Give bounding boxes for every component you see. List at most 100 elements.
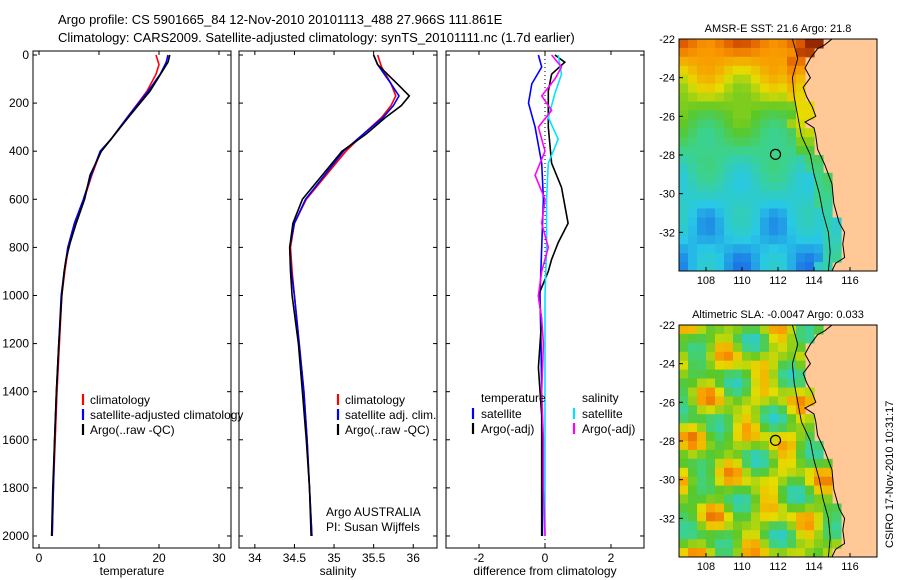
field-cell (760, 155, 770, 165)
field-cell (751, 253, 761, 263)
field-cell (778, 56, 788, 67)
field-cell (778, 369, 788, 380)
annotation-pi: PI: Susan Wijffels (326, 520, 420, 534)
field-cell (733, 530, 743, 540)
field-cell (751, 521, 761, 531)
field-cell (796, 92, 806, 102)
field-cell (679, 512, 689, 522)
field-cell (742, 128, 752, 138)
field-cell (715, 378, 725, 388)
field-cell (715, 503, 725, 513)
map-title: Altimetric SLA: -0.0047 Argo: 0.033 (692, 309, 864, 321)
field-cell (787, 217, 797, 227)
field-cell (805, 476, 815, 487)
field-cell (787, 414, 797, 424)
field-cell (787, 83, 797, 94)
legend-label: Argo(..raw -QC) (345, 423, 430, 437)
field-cell (724, 378, 734, 388)
plot-frame (238, 50, 438, 549)
field-cell (814, 208, 824, 218)
field-cell (715, 65, 725, 76)
y-tick-label: -26 (659, 397, 675, 409)
field-cell (778, 137, 788, 147)
field-cell (733, 119, 743, 129)
field-cell (697, 423, 707, 433)
field-cell (787, 494, 797, 504)
field-cell (769, 74, 779, 85)
field-cell (805, 530, 815, 540)
field-cell (769, 405, 779, 415)
field-cell (688, 449, 698, 460)
field-cell (724, 39, 734, 49)
field-cell (769, 530, 779, 540)
field-cell (724, 262, 734, 271)
field-cell (760, 47, 770, 58)
field-cell (805, 39, 815, 49)
float-position-marker (769, 434, 782, 446)
field-cell (697, 244, 707, 254)
field-cell (760, 521, 770, 531)
field-cell (769, 262, 779, 271)
field-cell (697, 199, 707, 210)
field-cell (805, 137, 815, 147)
x-axis-label: temperature (100, 564, 165, 578)
field-cell (814, 172, 824, 183)
field-cell (715, 110, 725, 120)
field-cell (697, 405, 707, 415)
field-cell (778, 226, 788, 236)
field-cell (724, 423, 734, 433)
field-cell (733, 432, 743, 442)
field-cell (769, 146, 779, 156)
field-cell (706, 494, 716, 504)
field-cell (751, 485, 761, 496)
field-cell (760, 351, 770, 362)
field-cell (805, 396, 815, 406)
field-cell (823, 530, 833, 540)
field-cell (724, 494, 734, 504)
field-cell (814, 530, 824, 540)
field-cell (769, 65, 779, 76)
x-tick-label: 20 (152, 551, 166, 565)
field-cell (706, 83, 716, 94)
field-cell (805, 494, 815, 504)
field-cell (742, 190, 752, 201)
field-cell (787, 423, 797, 433)
field-cell (805, 199, 815, 210)
field-cell (778, 65, 788, 76)
y-tick-label: -30 (659, 475, 675, 487)
field-cell (706, 458, 716, 469)
field-cell (796, 494, 806, 504)
field-cell (742, 387, 752, 397)
field-cell (688, 387, 698, 397)
field-cell (706, 351, 716, 362)
field-cell (751, 387, 761, 397)
field-cell (742, 110, 752, 120)
legend-label: climatology (90, 393, 150, 407)
y-tick-label: -22 (659, 320, 675, 332)
field-cell (679, 65, 689, 76)
field-cell (724, 342, 734, 353)
field-cell (697, 155, 707, 165)
field-cell (814, 325, 824, 335)
field-cell (733, 101, 743, 111)
field-cell (724, 155, 734, 165)
field-cell (787, 458, 797, 469)
field-cell (787, 325, 797, 335)
field-cell (697, 503, 707, 513)
field-cell (805, 333, 815, 344)
field-cell (688, 325, 698, 335)
field-cell (760, 387, 770, 397)
field-cell (715, 548, 725, 557)
field-cell (751, 467, 761, 478)
field-cell (751, 235, 761, 245)
field-cell (733, 56, 743, 67)
field-cell (760, 530, 770, 540)
field-cell (805, 244, 815, 254)
field-cell (751, 333, 761, 344)
field-cell (769, 423, 779, 433)
field-cell (823, 503, 833, 513)
field-cell (715, 342, 725, 353)
field-cell (796, 467, 806, 478)
field-cell (814, 548, 824, 557)
